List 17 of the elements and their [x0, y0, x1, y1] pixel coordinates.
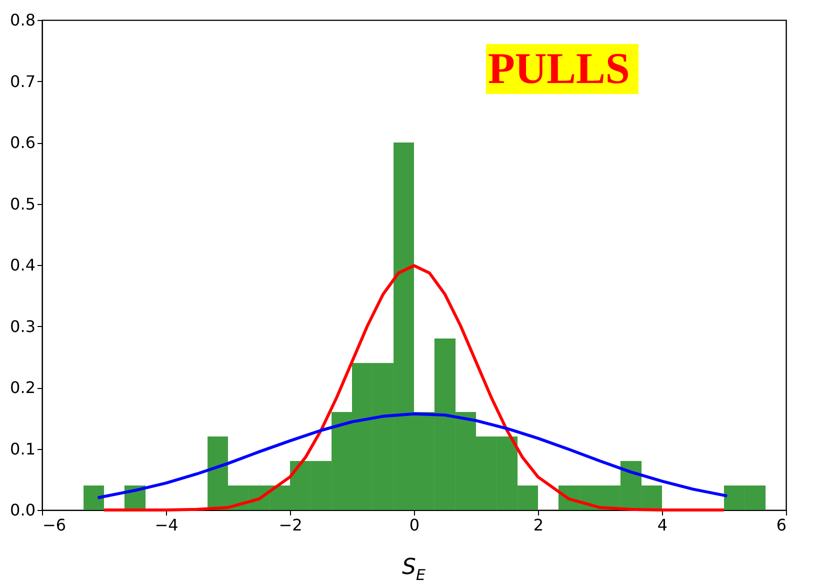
x-tick-label: −6 — [42, 516, 66, 534]
y-tick-label: 0.5 — [10, 194, 36, 214]
y-tick-label: 0.0 — [10, 500, 36, 520]
x-tick-label: −4 — [154, 516, 178, 534]
y-tick-label: 0.6 — [10, 133, 36, 152]
y-tick-label: 0.2 — [10, 378, 36, 397]
x-tick-label: 4 — [657, 516, 668, 534]
y-tick-label: 0.8 — [10, 10, 36, 30]
y-tick-label: 0.1 — [10, 439, 36, 458]
y-tick-label: 0.3 — [10, 316, 36, 336]
x-tick-label: 2 — [533, 516, 544, 534]
x-tick-label: −2 — [278, 516, 302, 534]
y-tick-label: 0.4 — [10, 256, 36, 274]
x-tick-label: 0 — [409, 516, 420, 534]
y-tick-label: 0.7 — [10, 72, 36, 91]
annotation: PULLS — [488, 44, 630, 93]
x-tick-label: 6 — [776, 516, 786, 534]
